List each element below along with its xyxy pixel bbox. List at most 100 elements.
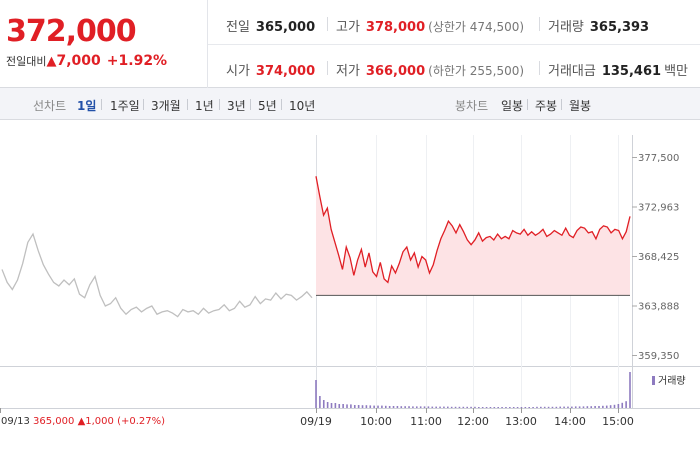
volume-bar xyxy=(326,402,329,408)
current-price: 372,000 xyxy=(6,14,137,49)
volume-bar xyxy=(388,406,391,408)
volume-bar xyxy=(563,406,565,408)
period-3m-tab[interactable]: 3개월 xyxy=(151,99,181,113)
volume-bar xyxy=(439,406,441,408)
volume-legend: 거래량 xyxy=(652,372,686,387)
turnover-label: 거래대금 xyxy=(548,64,596,79)
prev-date: 09/13 xyxy=(1,416,30,427)
high-value: 378,000 xyxy=(365,20,426,35)
turnover-unit: 백만 xyxy=(664,64,688,79)
volume-bar xyxy=(435,406,437,408)
volume-series xyxy=(315,372,631,408)
chart-toolbar: 선차트 1일 1주일 3개월 1년 3년 5년 10년 봉차트 일봉 주봉 월봉 xyxy=(0,88,700,120)
volume-bar xyxy=(524,407,527,408)
period-1w-tab[interactable]: 1주일 xyxy=(110,99,140,113)
volume-bar xyxy=(338,404,341,408)
chart-axes: 377,500 372,963 368,425 363,888 359,350 09/13… xyxy=(0,153,679,428)
prev-day-info: 09/13 365,000 ▲1,000 (+0.27%) xyxy=(1,416,165,427)
volume-bar xyxy=(392,406,395,408)
volume-bar xyxy=(520,407,523,408)
volume-bar xyxy=(408,406,410,408)
volume-bar xyxy=(454,406,457,408)
volume-bar xyxy=(373,405,375,408)
volume-bar xyxy=(617,404,620,408)
price-change: 전일대비▲7,000 +1.92% xyxy=(6,53,167,69)
change-amount: 7,000 xyxy=(56,53,101,69)
volume-bar xyxy=(605,405,608,408)
volume-value: 365,393 xyxy=(589,20,650,35)
high-stat: 고가 378,000 (상한가 474,500) xyxy=(336,16,524,35)
prev-percent: (+0.27%) xyxy=(117,416,166,427)
period-10y-tab[interactable]: 10년 xyxy=(289,99,316,113)
low-value: 366,000 xyxy=(365,64,426,79)
volume-bar xyxy=(578,406,581,408)
y-tick-label: 368,425 xyxy=(638,252,679,263)
volume-bar xyxy=(594,406,596,408)
divider xyxy=(187,99,188,110)
y-tick-label: 363,888 xyxy=(638,302,679,313)
low-label: 저가 xyxy=(336,64,360,79)
y-tick-label: 372,963 xyxy=(638,203,679,214)
volume-bar xyxy=(512,407,515,408)
candle-monthly-tab[interactable]: 월봉 xyxy=(569,99,592,113)
divider xyxy=(527,99,528,110)
volume-bar xyxy=(551,406,554,408)
volume-bar xyxy=(559,406,562,408)
today-series xyxy=(315,176,631,296)
volume-bar xyxy=(431,406,434,408)
candle-daily-tab[interactable]: 일봉 xyxy=(501,99,524,113)
volume-bar xyxy=(315,380,317,408)
divider xyxy=(219,99,220,110)
volume-bar xyxy=(532,407,534,408)
divider xyxy=(281,99,282,110)
price-chart[interactable]: 377,500 372,963 368,425 363,888 359,350 09/13… xyxy=(0,120,700,450)
volume-bar xyxy=(609,405,612,408)
volume-bar xyxy=(384,405,387,408)
volume-bar xyxy=(400,406,403,408)
volume-bar xyxy=(625,401,627,408)
volume-bar xyxy=(357,405,360,408)
change-percent: +1.92% xyxy=(106,53,168,69)
period-3y-tab[interactable]: 3년 xyxy=(227,99,246,113)
stats-row-divider xyxy=(208,44,700,45)
volume-bar xyxy=(319,396,321,408)
open-stat: 시가 374,000 xyxy=(226,60,315,79)
volume-bar xyxy=(571,406,573,408)
y-tick-label: 377,500 xyxy=(638,153,679,164)
divider xyxy=(561,99,562,110)
period-5y-tab[interactable]: 5년 xyxy=(258,99,277,113)
change-label: 전일대비 xyxy=(6,55,47,68)
divider xyxy=(250,99,251,110)
volume-bar xyxy=(404,406,406,408)
volume-bar xyxy=(350,404,352,408)
volume-bar xyxy=(396,406,399,408)
volume-bar xyxy=(516,407,519,408)
period-1y-tab[interactable]: 1년 xyxy=(195,99,214,113)
lower-limit: (하한가 255,500) xyxy=(428,64,525,78)
upper-limit: (상한가 474,500) xyxy=(428,20,525,34)
period-1d-tab[interactable]: 1일 xyxy=(77,99,97,113)
volume-bar xyxy=(377,405,379,408)
volume-bar xyxy=(447,406,449,408)
turnover-value: 135,461 xyxy=(601,64,662,79)
volume-bar xyxy=(501,407,503,408)
volume-bar xyxy=(353,405,356,408)
volume-bar xyxy=(505,407,507,408)
open-value: 374,000 xyxy=(255,64,316,79)
quote-header: 372,000 전일대비▲7,000 +1.92% 전일 365,000 고가 378… xyxy=(0,0,700,88)
volume-stat: 거래량 365,393 xyxy=(548,16,649,35)
volume-bar xyxy=(450,406,453,408)
volume-bar xyxy=(528,407,531,408)
divider xyxy=(327,61,328,75)
x-tick-label: 13:00 xyxy=(505,415,537,428)
candle-weekly-tab[interactable]: 주봉 xyxy=(535,99,558,113)
volume-bar xyxy=(462,406,465,408)
divider xyxy=(539,61,540,75)
volume-bar xyxy=(342,404,344,408)
prev-close-value: 365,000 xyxy=(255,20,316,35)
x-tick-label: 09/19 xyxy=(300,415,332,428)
volume-bar xyxy=(474,406,476,408)
candle-chart-label: 봉차트 xyxy=(455,99,489,113)
prev-price: 365,000 xyxy=(33,416,75,427)
today-line xyxy=(315,176,631,284)
